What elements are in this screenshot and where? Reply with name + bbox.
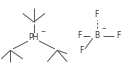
Text: F: F	[77, 31, 82, 40]
Text: B: B	[94, 31, 99, 40]
Text: F: F	[116, 31, 120, 40]
Text: −: −	[101, 26, 106, 31]
Text: F: F	[80, 46, 84, 55]
Text: F: F	[94, 10, 99, 19]
Text: −: −	[41, 28, 46, 34]
Text: PH: PH	[28, 33, 38, 42]
